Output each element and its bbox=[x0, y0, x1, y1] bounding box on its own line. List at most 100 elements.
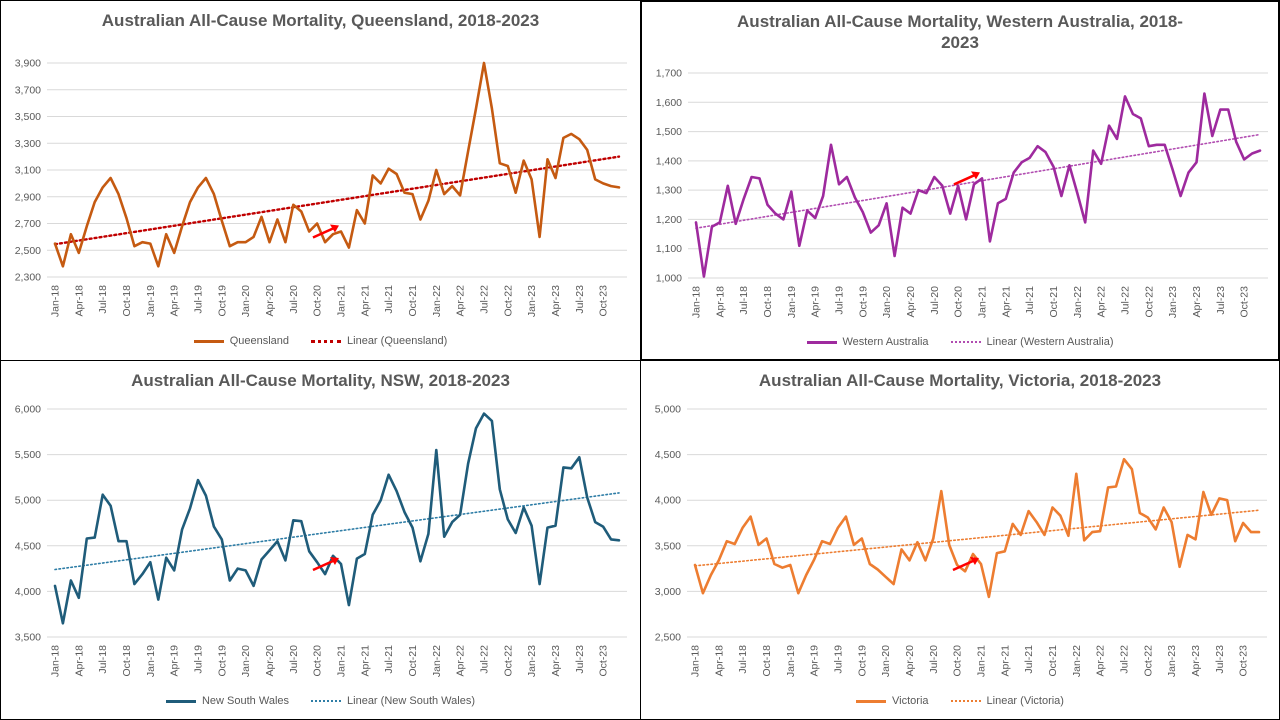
chart-panel-queensland: Australian All-Cause Mortality, Queensla… bbox=[0, 0, 641, 361]
chart-title: Australian All-Cause Mortality, Victoria… bbox=[758, 371, 1162, 390]
x-tick-label: Jan-21 bbox=[976, 286, 988, 318]
x-tick-label: Jul-22 bbox=[1119, 286, 1131, 315]
arrow-head bbox=[970, 171, 980, 180]
x-tick-label: Jul-19 bbox=[833, 286, 845, 315]
x-tick-label: Jan-22 bbox=[431, 285, 443, 317]
x-tick-label: Apr-22 bbox=[455, 285, 467, 317]
y-tick-label: 3,700 bbox=[15, 84, 41, 96]
y-tick-label: 3,500 bbox=[15, 632, 41, 644]
y-tick-label: 1,400 bbox=[656, 155, 682, 167]
legend-label: Western Australia bbox=[842, 336, 929, 348]
x-tick-label: Oct-23 bbox=[598, 285, 610, 317]
x-tick-label: Apr-19 bbox=[169, 285, 181, 317]
legend-swatch-dotted bbox=[950, 341, 981, 343]
x-tick-label: Oct-22 bbox=[502, 645, 514, 677]
legend: New South Wales Linear (New South Wales) bbox=[1, 693, 640, 709]
x-tick-label: Jan-22 bbox=[1072, 286, 1084, 318]
x-tick-label: Jan-19 bbox=[145, 285, 157, 317]
x-tick-label: Apr-23 bbox=[550, 285, 562, 317]
y-tick-label: 2,900 bbox=[15, 191, 41, 203]
legend-label: Linear (New South Wales) bbox=[347, 695, 475, 707]
annotation-arrow bbox=[312, 224, 339, 239]
x-tick-label: Jan-18 bbox=[691, 286, 703, 318]
x-tick-label: Jan-23 bbox=[1167, 286, 1179, 318]
y-tick-label: 4,500 bbox=[15, 540, 41, 552]
chart-title: Australian All-Cause Mortality, Western … bbox=[737, 12, 1183, 52]
x-tick-label: Oct-23 bbox=[1238, 645, 1250, 677]
x-tick-label: Jul-23 bbox=[574, 285, 586, 314]
x-tick-label: Apr-23 bbox=[550, 645, 562, 677]
legend-item-trend: Linear (Queensland) bbox=[311, 335, 447, 347]
x-tick-label: Apr-18 bbox=[714, 286, 726, 318]
trend-line bbox=[694, 509, 1260, 567]
x-tick-label: Jul-18 bbox=[97, 645, 109, 674]
chart-panel-western-australia: Australian All-Cause Mortality, Western … bbox=[640, 0, 1280, 361]
legend-item-series: Victoria bbox=[856, 695, 929, 707]
legend-item-trend: Linear (Western Australia) bbox=[950, 336, 1113, 348]
chart-panel-nsw: Australian All-Cause Mortality, NSW, 201… bbox=[0, 360, 641, 720]
legend: Western Australia Linear (Western Austra… bbox=[642, 334, 1278, 350]
plot-area: 2,300 2,500 2,700 2,900 3,100 3,300 3,500 3,700… bbox=[15, 58, 627, 317]
chart-title: Australian All-Cause Mortality, Queensla… bbox=[101, 11, 540, 30]
x-tick-label: Oct-21 bbox=[407, 645, 419, 677]
x-tick-label: Jan-20 bbox=[881, 286, 893, 318]
y-tick-label: 6,000 bbox=[15, 404, 41, 416]
x-tick-label: Apr-21 bbox=[1000, 286, 1012, 318]
legend-swatch-dotted bbox=[311, 700, 342, 702]
chart-title: Australian All-Cause Mortality, NSW, 201… bbox=[131, 371, 510, 390]
series-line bbox=[693, 457, 1261, 599]
y-tick-label: 4,000 bbox=[15, 586, 41, 598]
legend-item-series: New South Wales bbox=[165, 695, 290, 707]
legend-item-series: Queensland bbox=[193, 335, 290, 347]
x-tick-label: Apr-21 bbox=[359, 645, 371, 677]
x-tick-label: Oct-20 bbox=[952, 645, 964, 677]
x-tick-label: Apr-20 bbox=[264, 285, 276, 317]
trend-line bbox=[54, 492, 620, 571]
y-tick-label: 2,700 bbox=[15, 218, 41, 230]
x-tick-label: Oct-19 bbox=[216, 645, 228, 677]
x-tick-label: Oct-23 bbox=[1239, 286, 1251, 318]
x-tick-label: Jan-19 bbox=[785, 645, 797, 677]
x-tick-label: Jan-22 bbox=[1071, 645, 1083, 677]
x-tick-label: Apr-23 bbox=[1191, 286, 1203, 318]
x-tick-label: Jan-18 bbox=[50, 645, 62, 677]
x-tick-label: Jan-20 bbox=[240, 285, 252, 317]
x-tick-label: Oct-21 bbox=[1048, 286, 1060, 318]
x-tick-label: Apr-18 bbox=[73, 285, 85, 317]
x-tick-label: Jul-21 bbox=[383, 645, 395, 674]
series-line bbox=[53, 61, 621, 268]
y-tick-label: 4,500 bbox=[655, 449, 681, 461]
arrow-shaft bbox=[312, 559, 334, 572]
x-tick-label: Oct-18 bbox=[761, 645, 773, 677]
annotation-arrow bbox=[952, 557, 979, 572]
y-tick-label: 3,900 bbox=[15, 58, 41, 70]
x-tick-label: Jan-18 bbox=[690, 645, 702, 677]
y-tick-label: 1,700 bbox=[656, 68, 682, 80]
legend-swatch-solid bbox=[806, 340, 837, 344]
legend-label: Queensland bbox=[229, 335, 290, 347]
chart-panel-victoria: Australian All-Cause Mortality, Victoria… bbox=[640, 360, 1280, 720]
x-tick-label: Jul-22 bbox=[478, 285, 490, 314]
x-tick-label: Jan-23 bbox=[1166, 645, 1178, 677]
legend-swatch-solid bbox=[165, 699, 196, 703]
legend-swatch-dotted bbox=[311, 339, 342, 343]
legend-item-trend: Linear (Victoria) bbox=[950, 695, 1064, 707]
plot-area: 1,000 1,100 1,200 1,300 1,400 1,500 1,600 1,700… bbox=[656, 68, 1268, 318]
x-tick-label: Jan-23 bbox=[526, 645, 538, 677]
legend-swatch-solid bbox=[856, 699, 887, 703]
annotation-arrow bbox=[953, 171, 980, 186]
legend-label: New South Wales bbox=[201, 695, 290, 707]
x-tick-label: Apr-22 bbox=[1095, 645, 1107, 677]
legend-item-series: Western Australia bbox=[806, 336, 929, 348]
x-tick-label: Jul-21 bbox=[1024, 286, 1036, 315]
legend-label: Linear (Queensland) bbox=[347, 335, 448, 347]
y-tick-label: 5,500 bbox=[15, 449, 41, 461]
x-tick-label: Jul-20 bbox=[288, 285, 300, 314]
x-tick-label: Jan-18 bbox=[50, 285, 62, 317]
x-tick-label: Jul-19 bbox=[192, 285, 204, 314]
x-tick-label: Jan-20 bbox=[880, 645, 892, 677]
y-tick-label: 3,100 bbox=[15, 165, 41, 177]
x-tick-label: Jan-22 bbox=[431, 645, 443, 677]
x-tick-label: Apr-19 bbox=[809, 645, 821, 677]
y-tick-label: 3,500 bbox=[15, 111, 41, 123]
